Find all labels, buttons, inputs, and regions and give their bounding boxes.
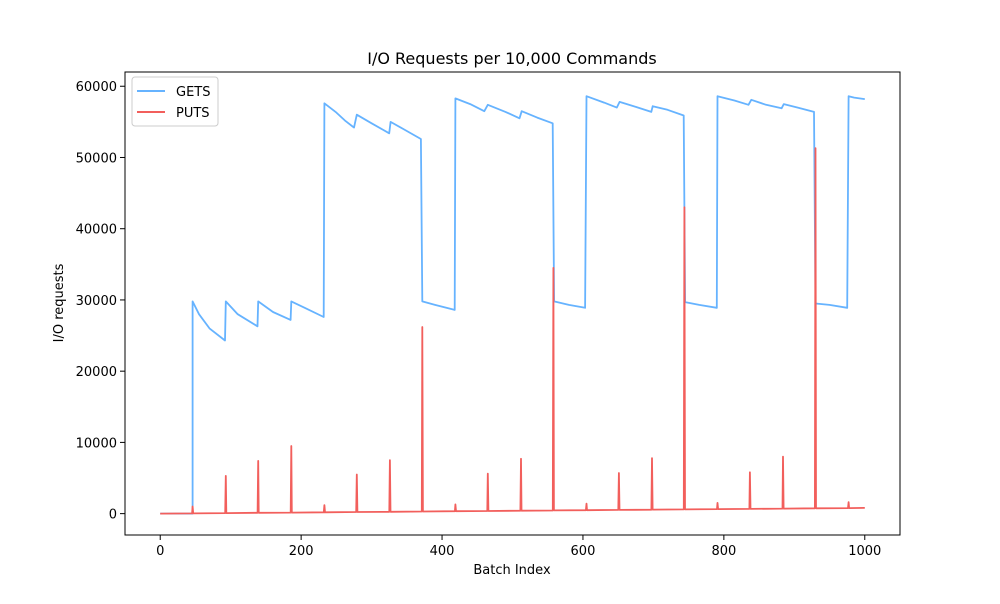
- x-tick-label: 200: [289, 544, 314, 559]
- y-tick-label: 30000: [76, 294, 117, 309]
- series-line-puts: [160, 147, 865, 515]
- legend-label-puts: PUTS: [176, 106, 210, 121]
- series-line-gets: [160, 95, 865, 515]
- y-tick-label: 10000: [76, 436, 117, 451]
- y-tick-label: 60000: [76, 80, 117, 95]
- x-tick-label: 800: [711, 544, 736, 559]
- x-tick-label: 1000: [848, 544, 881, 559]
- y-tick-label: 50000: [76, 151, 117, 166]
- y-tick-label: 40000: [76, 223, 117, 238]
- plot-lines: [160, 95, 865, 515]
- x-tick-label: 400: [430, 544, 455, 559]
- plot-frame: [124, 71, 901, 536]
- chart-title: I/O Requests per 10,000 Commands: [367, 49, 657, 68]
- y-tick-label: 0: [109, 508, 117, 523]
- legend-box: [131, 76, 219, 127]
- legend: GETS PUTS: [131, 76, 219, 127]
- x-axis: 0 200 400 600 800 1000: [156, 535, 881, 559]
- x-tick-label: 0: [156, 544, 164, 559]
- y-axis: 0 10000 20000 30000 40000 50000 60000: [76, 80, 125, 523]
- x-tick-label: 600: [571, 544, 596, 559]
- x-axis-label: Batch Index: [473, 563, 551, 578]
- y-tick-label: 20000: [76, 365, 117, 380]
- legend-label-gets: GETS: [176, 85, 210, 100]
- y-axis-label: I/O requests: [52, 263, 67, 342]
